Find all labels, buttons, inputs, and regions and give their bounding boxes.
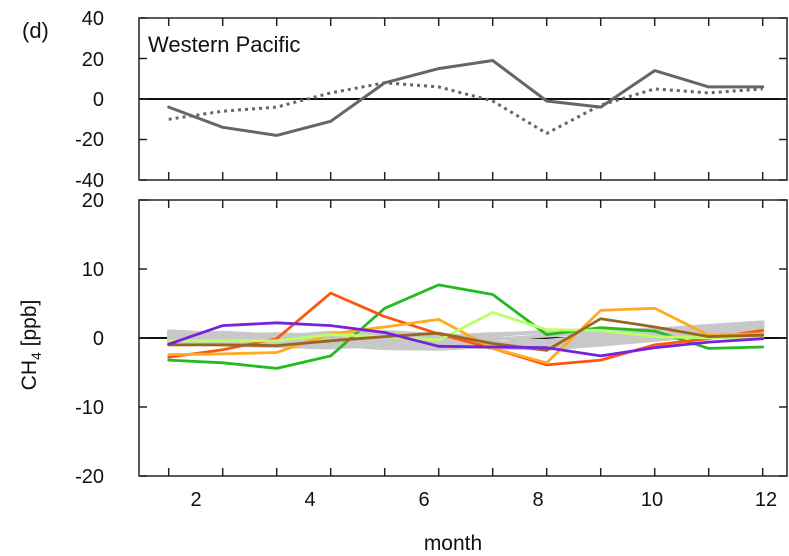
panel-label: (d): [22, 18, 49, 43]
top-ytick-label: -20: [75, 129, 104, 151]
top-ytick-label: -40: [75, 170, 104, 192]
y-axis-label-main: CH: [18, 360, 41, 390]
bottom-ytick-label: 0: [93, 328, 104, 350]
y-axis-label-subscript: 4: [28, 352, 44, 360]
bottom-ytick-label: 10: [82, 259, 104, 281]
top-ytick-label: 0: [93, 89, 104, 111]
bottom-series-line-11: [167, 283, 765, 370]
xtick-label: 8: [532, 489, 543, 511]
top-series-line-1: [167, 59, 765, 137]
y-axis-label-unit: [ppb]: [18, 300, 41, 353]
top-panel: (d) Western Pacific 40 20 0 -20 -40: [22, 8, 788, 192]
top-series-line-2: [168, 81, 763, 135]
y-axis-label: CH4 [ppb]: [18, 300, 44, 391]
bottom-ytick-label: -20: [75, 466, 104, 488]
xtick-label: 6: [418, 489, 429, 511]
bottom-series-line-14: [167, 311, 765, 343]
xtick-label: 4: [304, 489, 315, 511]
chart-title: Western Pacific: [148, 32, 300, 57]
bottom-series-line-13: [167, 306, 765, 365]
x-axis-label: month: [424, 532, 482, 555]
bottom-series-line-16: [167, 321, 765, 358]
top-ytick-label: 20: [82, 49, 104, 71]
bottom-series-line-15: [167, 317, 765, 352]
bottom-panel: 20 10 0 -10 -20 2 4 6 8 10 12 month CH4 …: [18, 190, 788, 555]
top-ytick-label: 40: [82, 8, 104, 30]
xtick-label: 2: [190, 489, 201, 511]
bottom-ytick-label: -10: [75, 397, 104, 419]
xtick-label: 12: [755, 489, 777, 511]
xtick-label: 10: [641, 489, 663, 511]
bottom-ytick-label: 20: [82, 190, 104, 212]
